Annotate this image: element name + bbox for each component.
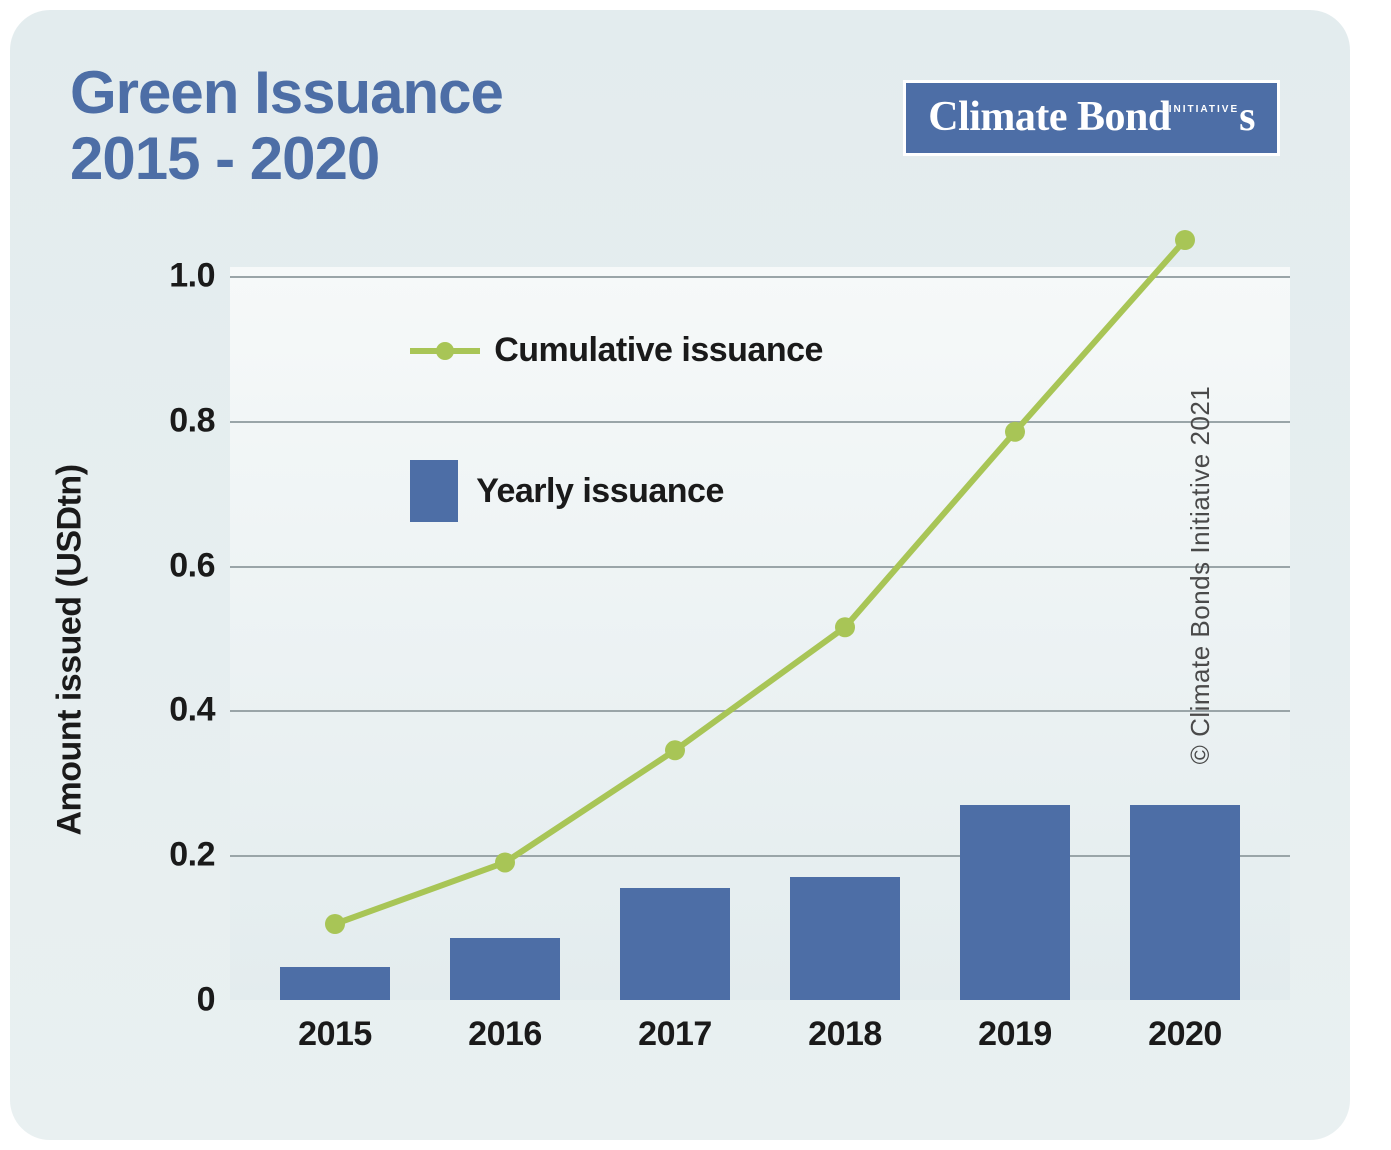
y-tick-label: 0.8 xyxy=(169,401,215,440)
y-tick-label: 0.2 xyxy=(169,836,215,875)
line-marker xyxy=(325,914,345,934)
title-line-2: 2015 - 2020 xyxy=(70,125,379,192)
line-marker xyxy=(495,852,515,872)
x-axis-label: 2015 xyxy=(275,1015,395,1054)
legend-line-label: Cumulative issuance xyxy=(494,331,823,370)
legend-line-swatch xyxy=(410,348,480,354)
x-axis-label: 2020 xyxy=(1125,1015,1245,1054)
x-axis-label: 2017 xyxy=(615,1015,735,1054)
line-marker xyxy=(1005,422,1025,442)
y-tick-label: 1.0 xyxy=(169,257,215,296)
legend-yearly: Yearly issuance xyxy=(410,460,724,522)
x-axis-label: 2018 xyxy=(785,1015,905,1054)
title-line-1: Green Issuance xyxy=(70,59,503,126)
legend-bar-swatch xyxy=(410,460,458,522)
chart-card: Green Issuance 2015 - 2020 Climate BondI… xyxy=(10,10,1350,1140)
logo-word-s: s xyxy=(1239,93,1255,141)
logo-text: Climate BondINITIATIVEs xyxy=(928,93,1255,141)
x-axis-label: 2016 xyxy=(445,1015,565,1054)
legend-bar-label: Yearly issuance xyxy=(476,472,724,511)
x-axis-labels: 2015 2016 2017 2018 2019 2020 xyxy=(230,1015,1290,1054)
chart-area: Amount issued (USDtn) 00.20.40.60.81.0 C… xyxy=(120,240,1290,1060)
climate-bonds-logo: Climate BondINITIATIVEs xyxy=(903,80,1280,156)
plot-area: 00.20.40.60.81.0 Cumulative issuance Yea… xyxy=(230,240,1290,1000)
legend-cumulative: Cumulative issuance xyxy=(410,331,823,370)
y-tick-label: 0 xyxy=(197,981,215,1020)
line-marker xyxy=(1175,230,1195,250)
y-tick-label: 0.6 xyxy=(169,546,215,585)
logo-word-climate: Climate Bond xyxy=(928,93,1171,141)
y-tick-label: 0.4 xyxy=(169,691,215,730)
y-axis-label: Amount issued (USDtn) xyxy=(51,464,90,835)
x-axis-label: 2019 xyxy=(955,1015,1075,1054)
line-marker xyxy=(835,617,855,637)
line-marker xyxy=(665,740,685,760)
logo-superscript: INITIATIVE xyxy=(1169,104,1239,115)
